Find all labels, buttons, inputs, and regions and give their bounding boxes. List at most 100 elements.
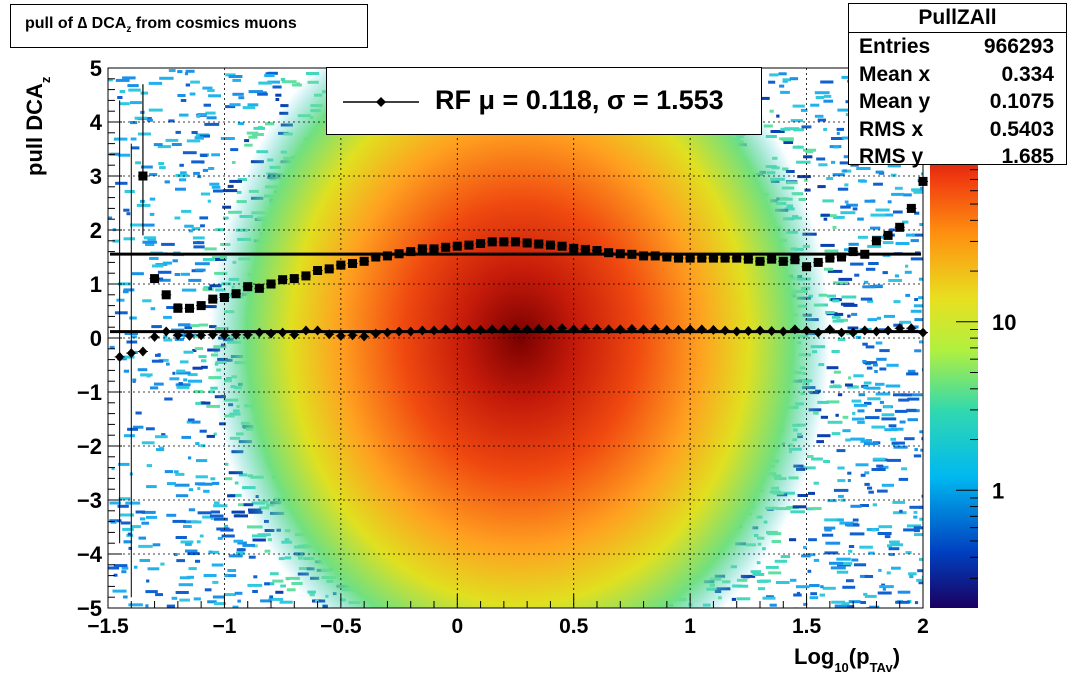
heatmap-cell [179,360,189,364]
sigma-point [802,262,812,272]
heatmap-cell [296,82,300,86]
mean-point [732,326,742,337]
heatmap-cell [177,70,183,74]
heatmap-cell [801,554,811,558]
heatmap-cell [899,509,903,513]
heatmap-cell [139,559,151,562]
heatmap-cell [204,247,217,251]
y-tick-label: −4 [77,542,103,567]
heatmap-cell [847,523,860,527]
heatmap-cell [833,370,841,374]
heatmap-cell [141,510,156,514]
heatmap-cell [188,278,202,282]
mean-point [429,325,439,336]
heatmap-cell [177,94,186,97]
heatmap-cell [113,573,118,577]
heatmap-cell [148,81,163,85]
heatmap-cell [145,243,155,246]
x-axis-label-end: ) [893,644,900,669]
heatmap-cell [832,299,840,303]
heatmap-cell [178,583,193,587]
heatmap-cell [167,482,176,486]
heatmap-cell [921,494,923,498]
heatmap-cell [210,514,224,518]
heatmap-cell [792,505,807,509]
heatmap-cell [213,189,224,193]
heatmap-cell [174,337,184,341]
heatmap-cell [118,153,131,157]
heatmap-cell [159,76,174,80]
x-tick-label: 2 [917,615,929,638]
heatmap-cell [830,380,835,384]
heatmap-cell [151,359,164,363]
sigma-point [499,237,509,247]
heatmap-cell [190,80,200,84]
heatmap-cell [198,323,209,327]
heatmap-cell [847,385,859,389]
heatmap-cell [829,214,837,218]
sigma-point [755,256,765,266]
heatmap-cell [123,288,135,292]
mean-point [685,324,695,335]
mean-point [871,326,881,337]
heatmap-cell [868,551,875,555]
heatmap-cell [881,413,895,417]
heatmap-cell [208,390,215,394]
heatmap-cell [864,594,877,598]
heatmap-cell [208,167,215,170]
heatmap-cell [905,264,909,268]
heatmap-cell [197,113,207,116]
heatmap-cell [207,600,217,604]
sigma-point [359,256,369,266]
heatmap-cell [765,565,779,569]
heatmap-cell [125,501,141,505]
heatmap-cell [199,534,204,538]
heatmap-cell [835,518,844,522]
heatmap-cell [159,278,171,282]
heatmap-cell [894,274,900,278]
heatmap-cell [877,532,892,535]
heatmap-cell [163,315,172,319]
heatmap-cell [192,334,201,338]
heatmap-cell [910,239,919,243]
heatmap-cell [252,538,266,542]
heatmap-cell [919,517,923,521]
heatmap-cell [832,173,845,177]
sigma-point [231,289,241,299]
sigma-point [429,244,439,254]
heatmap-cell [233,514,248,518]
sigma-point [254,283,264,293]
sigma-point [301,271,311,281]
sigma-point [639,251,649,261]
heatmap-cell [833,488,849,492]
heatmap-cell [879,367,887,371]
mean-point [406,326,416,337]
heatmap-cell [860,297,873,301]
mean-point [289,329,299,340]
heatmap-cell [898,477,909,481]
heatmap-cell [188,456,192,460]
heatmap-cell [158,358,169,362]
legend: RF μ = 0.118, σ = 1.553 [326,67,762,135]
heatmap-cell [230,148,239,152]
mean-point [837,327,846,338]
mean-point [394,326,404,337]
heatmap-cell [869,605,880,608]
heatmap-cell [267,122,273,126]
heatmap-cell [275,98,280,101]
heatmap-cell [789,538,797,542]
sigma-point [697,253,707,263]
y-axis-label-main: pull DCA [22,83,47,176]
heatmap-cell [801,125,812,129]
heatmap-cell [851,312,858,316]
sigma-point [394,249,404,259]
heatmap-cell [893,210,903,214]
heatmap-cell [211,563,224,567]
heatmap-cell [809,596,819,600]
heatmap-cell [831,600,846,604]
heatmap-cell [824,249,839,253]
heatmap-cell [182,151,197,155]
mean-point [511,323,520,334]
heatmap-cell [835,413,839,417]
heatmap-cell [202,86,213,90]
